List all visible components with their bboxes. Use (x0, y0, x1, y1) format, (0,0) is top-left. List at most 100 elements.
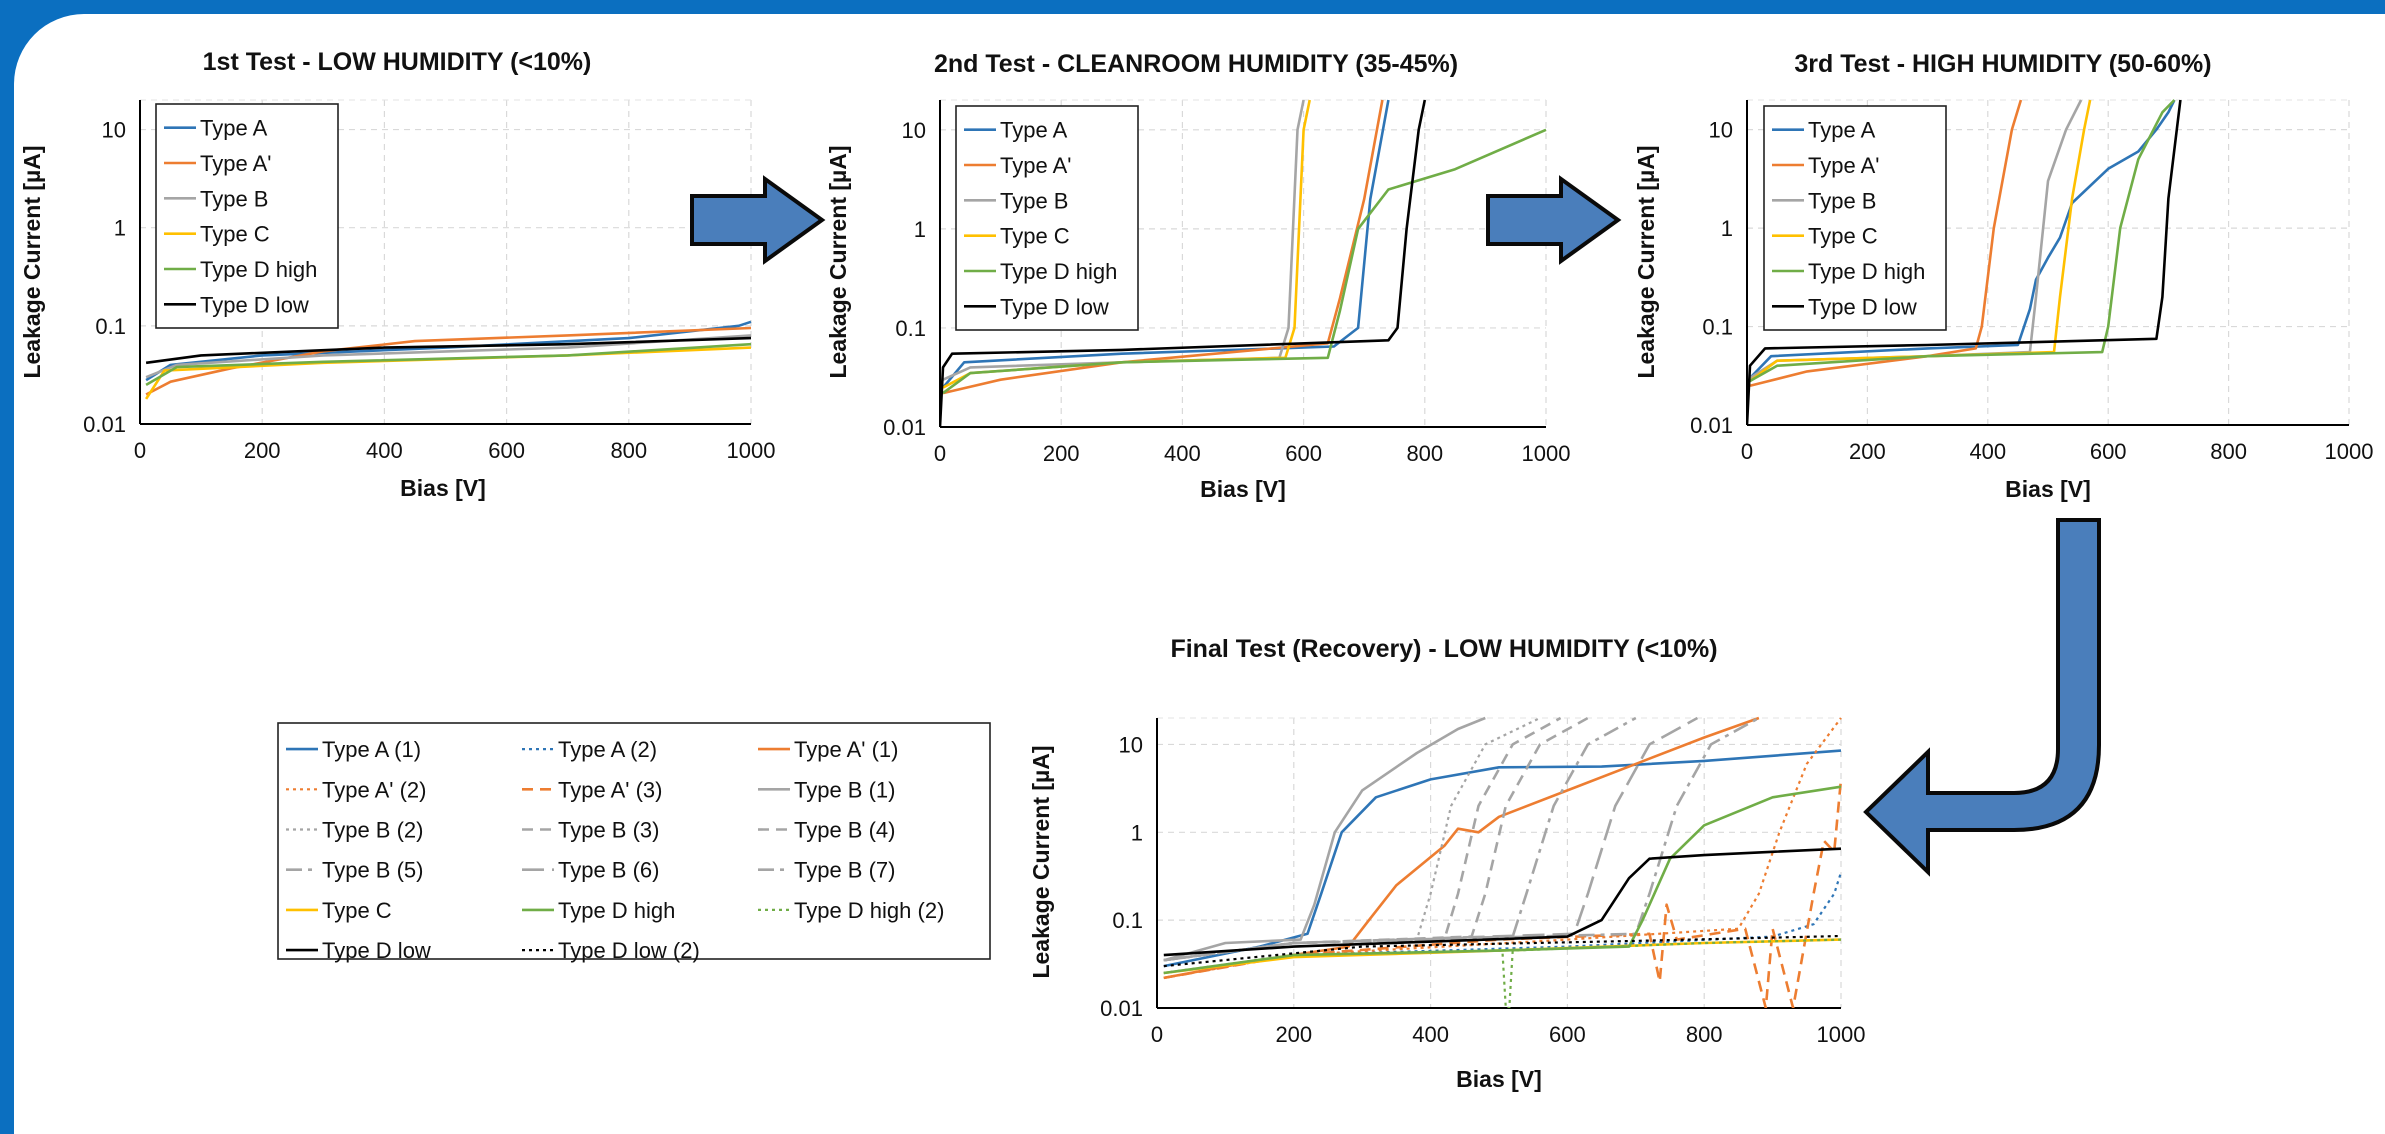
series-line (1163, 716, 1760, 980)
legend-label: Type D high (1000, 259, 1117, 284)
series-line (1163, 847, 1842, 957)
legend: Type A Type A' Type B Type C Type D high Type… (955, 105, 1139, 331)
series-line (1163, 717, 1842, 979)
legend-label: Type A' (2) (322, 777, 426, 802)
arrow-right-icon (1486, 175, 1622, 265)
y-tick-label: 10 (102, 118, 126, 143)
y-tick-label: 0.01 (1690, 413, 1733, 438)
legend-label: Type A (1808, 118, 1876, 143)
legend-label: Type B (4) (794, 818, 895, 843)
x-tick-label: 400 (1412, 1022, 1449, 1047)
legend-label: Type D low (200, 292, 309, 317)
series-line (1163, 934, 1842, 968)
legend-label: Type B (200, 186, 268, 211)
legend: Type A (1) Type A (2) Type A' (1) Type A' (… (277, 722, 991, 963)
series-line (1163, 717, 1541, 962)
legend-label: Type C (322, 898, 392, 923)
legend-label: Type B (7) (794, 858, 895, 883)
x-tick-label: 200 (1275, 1022, 1312, 1047)
y-tick-label: 0.1 (95, 314, 126, 339)
y-tick-label: 1 (1131, 820, 1143, 845)
legend-label: Type B (1000, 188, 1068, 213)
legend-label: Type A (2) (558, 737, 657, 762)
x-tick-label: 0 (1151, 1022, 1163, 1047)
series-line (1163, 716, 1637, 962)
x-axis-label: Bias [V] (1456, 1066, 1542, 1092)
legend-box (955, 105, 1139, 331)
x-tick-label: 0 (1741, 439, 1753, 464)
x-tick-label: 800 (610, 438, 647, 463)
y-tick-label: 0.01 (83, 412, 126, 437)
x-tick-label: 200 (1043, 441, 1080, 466)
x-axis-label: Bias [V] (1200, 476, 1286, 502)
legend-box (155, 103, 339, 329)
y-tick-label: 0.1 (1112, 908, 1143, 933)
x-tick-label: 1000 (2325, 439, 2374, 464)
y-tick-label: 0.01 (883, 415, 926, 440)
series-line (942, 128, 1547, 395)
legend-box (1763, 105, 1947, 331)
series-line (1163, 716, 1486, 962)
series-line (1163, 716, 1760, 962)
legend-label: Type D low (1808, 294, 1917, 319)
y-tick-label: 1 (914, 217, 926, 242)
x-axis-label: Bias [V] (2005, 476, 2091, 502)
chart-4: 0 200 400 600 800 1000 0.01 0.1 1 10 Final Test (R… (277, 635, 1865, 1092)
series-line (145, 346, 752, 400)
legend-label: Type B (2) (322, 818, 423, 843)
legend: Type A Type A' Type B Type C Type D high Type… (1763, 105, 1947, 331)
series-line (1163, 779, 1843, 1008)
series-line (1747, 99, 2182, 425)
legend-label: Type D low (1000, 294, 1109, 319)
x-tick-label: 400 (366, 438, 403, 463)
series-line (145, 336, 752, 365)
y-tick-label: 1 (114, 216, 126, 241)
x-tick-label: 1000 (727, 438, 776, 463)
y-tick-label: 10 (902, 118, 926, 143)
legend-label: Type B (1) (794, 777, 895, 802)
series-line (1163, 716, 1589, 962)
legend-label: Type D high (200, 257, 317, 282)
y-axis-label: Leakage Current [µA] (825, 145, 851, 378)
chart-title: Final Test (Recovery) - LOW HUMIDITY (<1… (1170, 635, 1717, 663)
chart-title: 2nd Test - CLEANROOM HUMIDITY (35-45%) (934, 50, 1458, 78)
legend-label: Type D high (558, 898, 675, 923)
legend-label: Type D low (322, 938, 431, 963)
x-tick-label: 400 (1164, 441, 1201, 466)
chart-3: 0 200 400 600 800 1000 0.01 0.1 1 10 3rd Test - HI… (1633, 50, 2373, 502)
x-tick-label: 0 (134, 438, 146, 463)
legend-label: Type A' (200, 151, 271, 176)
legend-label: Type B (3) (558, 818, 659, 843)
legend-label: Type A' (1808, 153, 1879, 178)
x-tick-label: 600 (1285, 441, 1322, 466)
legend-label: Type D high (1808, 259, 1925, 284)
series-line (942, 99, 1390, 389)
legend-label: Type A' (3) (558, 777, 662, 802)
series-line (1749, 99, 2023, 388)
series-line (1163, 749, 1842, 968)
legend-label: Type A (1) (322, 737, 421, 762)
y-axis-label: Leakage Current [µA] (19, 145, 45, 378)
y-tick-label: 1 (1721, 216, 1733, 241)
series-line (1749, 99, 2176, 383)
curved-arrow-icon (1863, 518, 2101, 877)
legend-label: Type B (1808, 188, 1876, 213)
chart-title: 1st Test - LOW HUMIDITY (<10%) (203, 48, 592, 76)
y-tick-label: 10 (1119, 732, 1143, 757)
legend-label: Type A' (1) (794, 737, 898, 762)
x-tick-label: 0 (934, 441, 946, 466)
x-tick-label: 600 (488, 438, 525, 463)
legend: Type A Type A' Type B Type C Type D high Type… (155, 103, 339, 329)
legend-box (277, 722, 991, 960)
chart-title: 3rd Test - HIGH HUMIDITY (50-60%) (1794, 50, 2211, 78)
x-tick-label: 800 (1406, 441, 1443, 466)
series-line (145, 334, 752, 379)
legend-label: Type A (200, 116, 268, 141)
y-axis-label: Leakage Current [µA] (1028, 745, 1054, 978)
legend-label: Type A' (1000, 153, 1071, 178)
series-line (1749, 99, 2092, 383)
y-tick-label: 10 (1709, 118, 1733, 143)
x-tick-label: 600 (2090, 439, 2127, 464)
